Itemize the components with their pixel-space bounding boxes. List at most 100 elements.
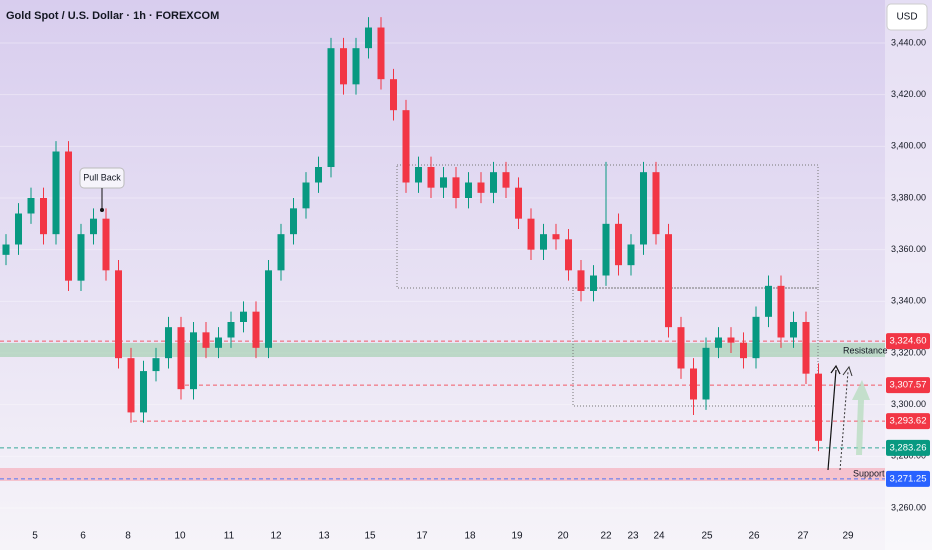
x-tick-label: 5	[32, 531, 38, 542]
price-axis	[885, 0, 932, 550]
currency-box[interactable]	[886, 3, 928, 31]
y-tick-label: 3,260.00	[891, 502, 926, 512]
y-tick-label: 3,320.00	[891, 347, 926, 357]
candle-body	[765, 285, 772, 317]
price-tag	[886, 413, 930, 430]
candle-body	[377, 27, 385, 80]
candle-body	[190, 332, 197, 390]
candle-body	[77, 234, 85, 281]
candle-body	[465, 182, 472, 199]
price-tag-label: 3,283.26	[890, 442, 927, 453]
candle-body	[602, 223, 610, 276]
candle-body	[515, 187, 522, 219]
candle-body	[552, 234, 560, 240]
range-box	[396, 164, 819, 289]
arrow	[827, 369, 837, 471]
candle-body	[640, 172, 647, 245]
price-tag	[886, 333, 930, 350]
candle-body	[790, 321, 797, 338]
candle-body	[340, 48, 347, 85]
support-label: Support	[853, 468, 885, 478]
y-tick-label: 3,400.00	[891, 141, 926, 151]
candle-body	[65, 151, 72, 281]
candle-body	[677, 327, 685, 369]
candle-body	[15, 213, 22, 245]
x-tick-label: 17	[416, 531, 428, 542]
candle-body	[615, 223, 622, 266]
candle-body	[627, 244, 635, 266]
x-tick-label: 23	[627, 531, 639, 542]
candle-body	[327, 48, 335, 168]
y-tick-label: 3,420.00	[891, 89, 926, 99]
x-tick-label: 10	[174, 531, 186, 542]
candle-body	[652, 172, 660, 235]
candle-body	[265, 270, 272, 348]
y-tick-label: 3,380.00	[891, 192, 926, 202]
price-tag	[886, 377, 930, 394]
candle-body	[727, 337, 735, 343]
candle-body	[52, 151, 60, 235]
x-tick-label: 27	[797, 531, 809, 542]
candle-body	[227, 321, 235, 338]
x-tick-label: 25	[701, 531, 713, 542]
callout-dot	[100, 208, 104, 212]
candle-body	[715, 337, 722, 348]
x-tick-label: 15	[364, 531, 376, 542]
resistance-zone	[0, 343, 885, 357]
x-tick-label: 8	[125, 531, 131, 542]
candle-body	[315, 167, 322, 183]
candle-body	[40, 198, 47, 235]
x-tick-label: 19	[511, 531, 523, 542]
y-tick-label: 3,440.00	[891, 37, 926, 47]
resistance-label: Resistance	[843, 345, 888, 355]
x-tick-label: 22	[600, 531, 612, 542]
candle-body	[490, 172, 497, 193]
x-tick-label: 20	[557, 531, 569, 542]
y-tick-label: 3,360.00	[891, 244, 926, 254]
candle-body	[252, 311, 260, 348]
candle-body	[802, 321, 810, 374]
candle-body	[502, 172, 510, 188]
price-tag-label: 3,324.60	[890, 336, 927, 347]
candle-body	[665, 234, 672, 328]
price-tag	[886, 439, 930, 456]
candle-body	[740, 342, 747, 359]
candle-body	[215, 337, 222, 348]
price-tag-label: 3,307.57	[890, 380, 927, 391]
candle-body	[452, 177, 460, 199]
arrow	[839, 371, 849, 471]
arrow-head	[830, 364, 841, 375]
candle-body	[2, 244, 10, 255]
candle-body	[240, 311, 247, 322]
x-tick-label: 24	[653, 531, 665, 542]
candle-body	[90, 218, 97, 235]
x-tick-label: 26	[748, 531, 760, 542]
candle-body	[115, 270, 122, 359]
candle-body	[577, 270, 585, 291]
candle-body	[202, 332, 210, 348]
candle-body	[477, 182, 485, 193]
candle-body	[402, 110, 410, 183]
candle-body	[590, 275, 597, 291]
candle-body	[140, 371, 147, 413]
candle-body	[390, 79, 397, 111]
candle-body	[352, 48, 360, 85]
currency-label[interactable]: USD	[896, 12, 917, 23]
y-tick-label: 3,300.00	[891, 399, 926, 409]
range-box	[572, 287, 819, 407]
chart-title: Gold Spot / U.S. Dollar · 1h · FOREXCOM	[6, 10, 219, 22]
arrow-head	[842, 365, 853, 377]
candle-body	[690, 368, 697, 400]
x-tick-label: 6	[80, 531, 86, 542]
candle-body	[290, 208, 297, 235]
x-tick-label: 18	[464, 531, 476, 542]
candle-body	[540, 234, 547, 250]
candle-body	[27, 198, 35, 214]
candle-body	[127, 358, 135, 413]
candle-body	[152, 358, 160, 372]
candle-body	[777, 285, 785, 338]
candle-body	[427, 167, 435, 188]
candle-body	[277, 234, 285, 271]
candle-body	[165, 327, 172, 359]
